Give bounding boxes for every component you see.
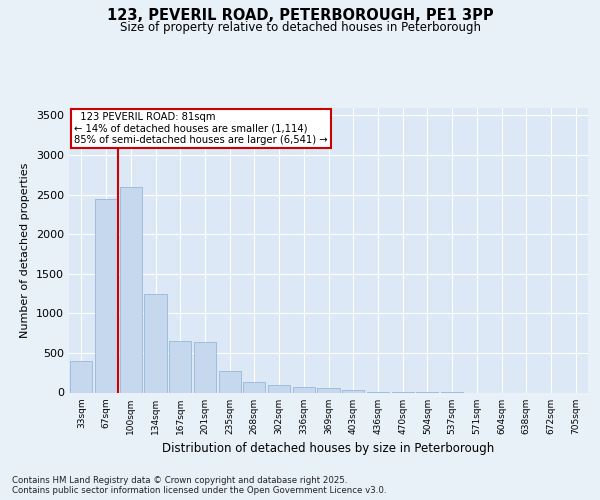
Text: Contains HM Land Registry data © Crown copyright and database right 2025.
Contai: Contains HM Land Registry data © Crown c…: [12, 476, 386, 495]
Bar: [317, 388, 340, 392]
Text: 123 PEVERIL ROAD: 81sqm
← 14% of detached houses are smaller (1,114)
85% of semi: 123 PEVERIL ROAD: 81sqm ← 14% of detache…: [74, 112, 328, 145]
Bar: [169, 341, 191, 392]
Bar: [218, 371, 241, 392]
Bar: [119, 188, 142, 392]
Bar: [293, 388, 315, 392]
Bar: [145, 294, 167, 392]
Bar: [70, 361, 92, 392]
Bar: [95, 200, 117, 392]
Bar: [268, 384, 290, 392]
X-axis label: Distribution of detached houses by size in Peterborough: Distribution of detached houses by size …: [163, 442, 494, 455]
Bar: [243, 382, 265, 392]
Y-axis label: Number of detached properties: Number of detached properties: [20, 162, 31, 338]
Bar: [342, 390, 364, 392]
Text: 123, PEVERIL ROAD, PETERBOROUGH, PE1 3PP: 123, PEVERIL ROAD, PETERBOROUGH, PE1 3PP: [107, 8, 493, 22]
Text: Size of property relative to detached houses in Peterborough: Size of property relative to detached ho…: [119, 22, 481, 35]
Bar: [194, 342, 216, 392]
